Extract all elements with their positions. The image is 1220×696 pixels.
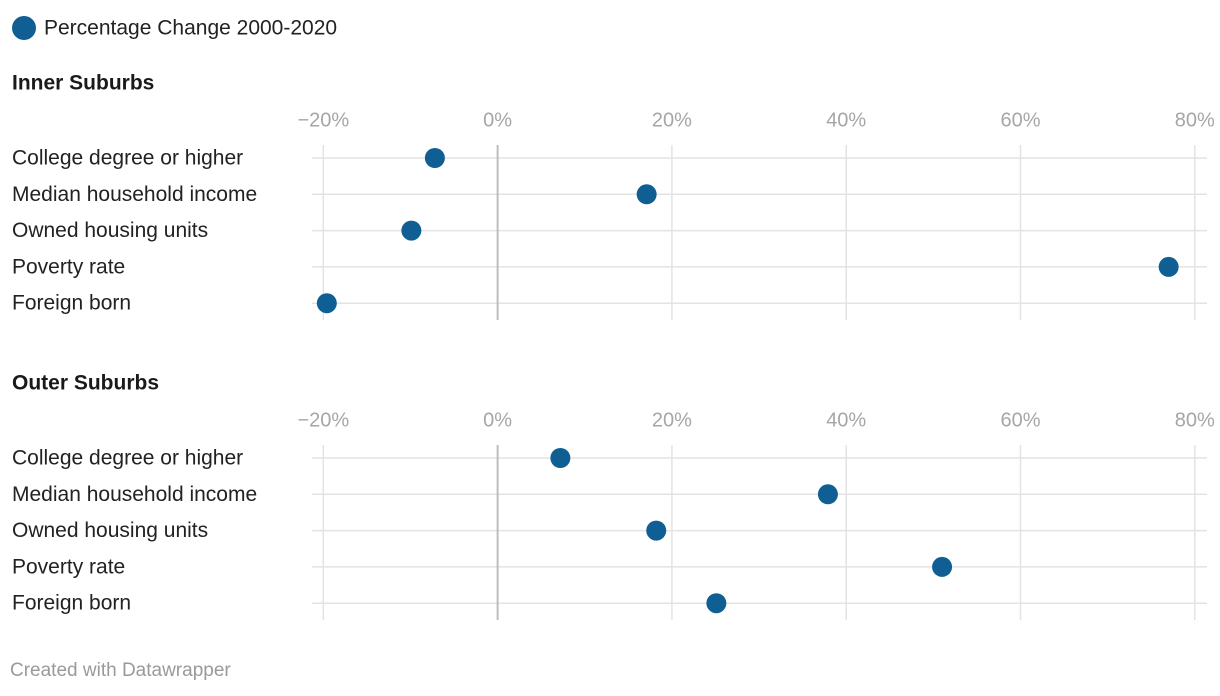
x-tick-label: 80%: [1175, 109, 1215, 131]
dot: [1158, 256, 1179, 277]
dot: [706, 593, 727, 614]
dot: [316, 293, 337, 314]
legend-swatch: [12, 16, 36, 40]
x-tick-label: 40%: [826, 109, 866, 131]
x-tick-label: −20%: [297, 109, 349, 131]
dot: [932, 556, 953, 577]
x-tick-label: 0%: [483, 409, 512, 431]
x-tick-label: 80%: [1175, 409, 1215, 431]
panel-title: Inner Suburbs: [12, 72, 154, 95]
legend-label: Percentage Change 2000-2020: [44, 17, 337, 40]
x-tick-label: 0%: [483, 109, 512, 131]
category-label: Median household income: [12, 183, 257, 206]
x-tick-label: 60%: [1000, 409, 1040, 431]
category-label: Foreign born: [12, 292, 131, 315]
x-tick-label: 20%: [652, 109, 692, 131]
category-label: Foreign born: [12, 592, 131, 615]
category-label: College degree or higher: [12, 147, 243, 170]
dot: [424, 148, 445, 168]
category-label: Owned housing units: [12, 519, 208, 542]
category-label: Poverty rate: [12, 555, 125, 578]
dot: [636, 184, 657, 205]
dot: [646, 520, 667, 541]
panel-title: Outer Suburbs: [12, 372, 159, 395]
dot: [550, 448, 571, 468]
dot: [401, 220, 422, 241]
category-label: Median household income: [12, 483, 257, 506]
x-tick-label: 40%: [826, 409, 866, 431]
category-label: Poverty rate: [12, 255, 125, 278]
category-label: Owned housing units: [12, 219, 208, 242]
x-tick-label: 60%: [1000, 109, 1040, 131]
x-tick-label: 20%: [652, 409, 692, 431]
category-label: College degree or higher: [12, 447, 243, 470]
x-tick-label: −20%: [297, 409, 349, 431]
dot: [817, 484, 838, 505]
footer: Created with Datawrapper: [10, 660, 231, 681]
